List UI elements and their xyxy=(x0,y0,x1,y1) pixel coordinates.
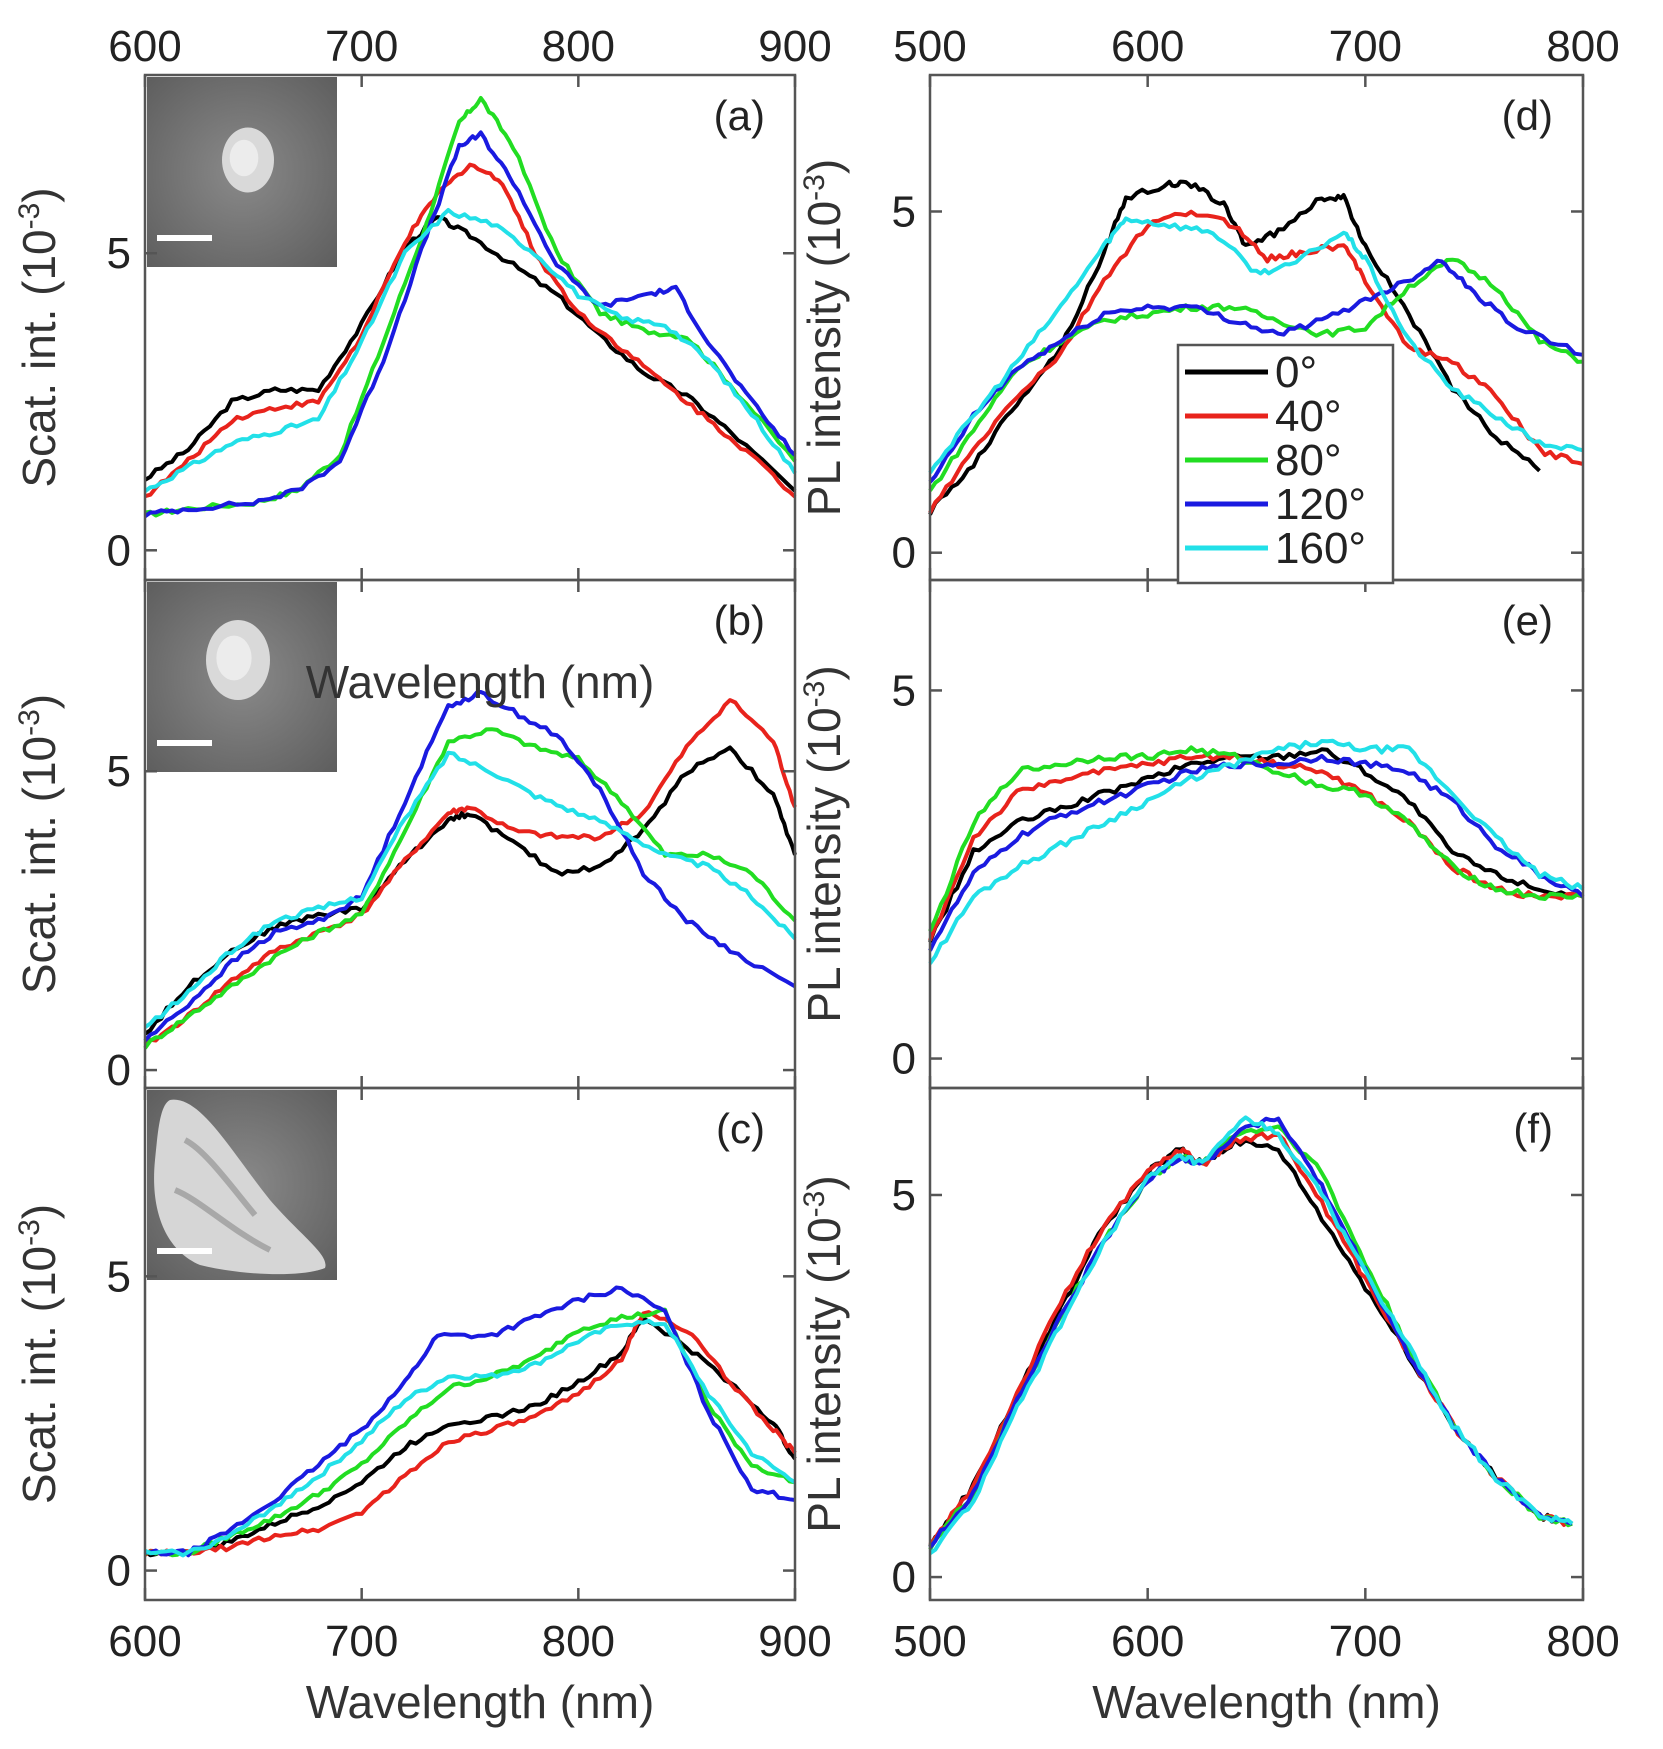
xtick-label-d-0: 500 xyxy=(893,22,966,71)
y-axis-title-e: PL intensity (10-3) xyxy=(798,665,851,1022)
y-axis-title-d: PL intensity (10-3) xyxy=(798,159,851,516)
series-line-c-120 xyxy=(144,1285,796,1558)
ytick-label-e-0: 0 xyxy=(892,1035,916,1084)
y-axis-title-f: PL intensity (10-3) xyxy=(798,1175,851,1532)
series-line-a-120 xyxy=(143,130,797,519)
series-line-a-40 xyxy=(144,162,797,499)
sem-inset-a xyxy=(147,77,337,267)
series-line-e-160 xyxy=(928,738,1585,965)
legend-label-120: 120° xyxy=(1275,480,1366,529)
series-line-f-40 xyxy=(928,1131,1574,1546)
panel-d xyxy=(928,179,1584,516)
panel-label-b: (b) xyxy=(714,597,765,644)
x-axis-title-f: Wavelength (nm) xyxy=(1092,1676,1441,1728)
series-line-d-120 xyxy=(928,258,1584,484)
plot-frame-f xyxy=(928,1086,1585,1602)
ytick-label-d-1: 5 xyxy=(892,187,916,236)
nanoparticle-shape xyxy=(154,1099,326,1275)
series-line-d-0 xyxy=(928,179,1541,516)
xtick-label-c-0: 600 xyxy=(108,1617,181,1666)
series-line-f-120 xyxy=(928,1116,1573,1549)
panel-b xyxy=(143,690,797,1050)
legend-label-160: 160° xyxy=(1275,524,1366,573)
xtick-label-f-0: 500 xyxy=(893,1617,966,1666)
scale-bar xyxy=(157,1248,212,1254)
xtick-label-c-1: 700 xyxy=(325,1617,398,1666)
xtick-label-f-3: 800 xyxy=(1546,1617,1619,1666)
series-line-c-40 xyxy=(143,1310,797,1557)
ytick-label-a-1: 5 xyxy=(107,229,131,278)
ytick-label-e-1: 5 xyxy=(892,666,916,715)
ytick-label-c-0: 0 xyxy=(107,1547,131,1596)
legend-label-0: 0° xyxy=(1275,348,1317,397)
legend-label-80: 80° xyxy=(1275,436,1342,485)
xtick-label-a-3: 900 xyxy=(758,22,831,71)
xtick-label-a-2: 800 xyxy=(542,22,615,71)
panel-f xyxy=(928,1115,1574,1555)
panel-label-f: (f) xyxy=(1513,1105,1553,1152)
sem-inset-b xyxy=(147,582,337,772)
ytick-label-a-0: 0 xyxy=(107,526,131,575)
series-line-f-0 xyxy=(928,1138,1573,1548)
nanoparticle-texture xyxy=(173,1137,272,1253)
xtick-label-d-3: 800 xyxy=(1546,22,1619,71)
y-axis-title-a: Scat. int. (10-3) xyxy=(13,187,66,487)
xtick-label-c-3: 900 xyxy=(758,1617,831,1666)
xtick-label-d-2: 700 xyxy=(1329,22,1402,71)
series-line-d-160 xyxy=(928,216,1584,475)
series-line-a-160 xyxy=(143,208,797,493)
scale-bar xyxy=(157,235,212,241)
ytick-label-b-0: 0 xyxy=(107,1046,131,1095)
series-line-b-160 xyxy=(143,750,797,1029)
series-line-c-160 xyxy=(144,1318,797,1558)
xtick-label-a-0: 600 xyxy=(108,22,181,71)
legend: 0°40°80°120°160° xyxy=(1176,343,1395,585)
y-axis-title-b: Scat. int. (10-3) xyxy=(13,694,66,994)
series-line-e-40 xyxy=(928,752,1584,942)
series-line-b-120 xyxy=(143,690,797,1043)
series-line-b-80 xyxy=(143,727,797,1050)
panel-label-d: (d) xyxy=(1502,92,1553,139)
panel-a xyxy=(143,96,797,519)
series-line-c-0 xyxy=(143,1316,797,1558)
series-line-b-0 xyxy=(143,745,797,1036)
legend-label-40: 40° xyxy=(1275,392,1342,441)
sem-inset-c xyxy=(147,1090,337,1280)
panel-e xyxy=(928,738,1585,965)
panel-label-e: (e) xyxy=(1502,597,1553,644)
xtick-label-a-1: 700 xyxy=(325,22,398,71)
y-axis-title-c: Scat. int. (10-3) xyxy=(13,1204,66,1504)
series-line-e-0 xyxy=(928,747,1584,943)
series-line-b-40 xyxy=(143,698,797,1046)
x-axis-title-c: Wavelength (nm) xyxy=(306,1676,655,1728)
ytick-label-f-0: 0 xyxy=(892,1553,916,1602)
series-line-e-120 xyxy=(928,753,1585,952)
panel-label-c: (c) xyxy=(716,1105,765,1152)
legend-box xyxy=(1176,343,1395,585)
series-line-f-160 xyxy=(928,1115,1574,1555)
nanoparticle-highlight xyxy=(216,635,252,681)
ytick-label-c-1: 5 xyxy=(107,1252,131,1301)
series-line-d-40 xyxy=(928,209,1584,514)
ytick-label-f-1: 5 xyxy=(892,1171,916,1220)
plot-frame-c xyxy=(143,1086,797,1602)
xtick-label-f-1: 600 xyxy=(1111,1617,1184,1666)
series-line-e-80 xyxy=(928,745,1584,933)
panel-c xyxy=(143,1285,797,1558)
xtick-label-c-2: 800 xyxy=(542,1617,615,1666)
nanoparticle-highlight xyxy=(229,139,259,177)
scale-bar xyxy=(157,740,212,746)
panel-label-a: (a) xyxy=(714,92,765,139)
series-line-f-80 xyxy=(928,1124,1573,1551)
xtick-label-f-2: 700 xyxy=(1329,1617,1402,1666)
ytick-label-d-0: 0 xyxy=(892,529,916,578)
series-line-c-80 xyxy=(144,1307,796,1558)
xtick-label-d-1: 600 xyxy=(1111,22,1184,71)
x-axis-title-a: Wavelength (nm) xyxy=(306,656,655,708)
ytick-label-b-1: 5 xyxy=(107,747,131,796)
